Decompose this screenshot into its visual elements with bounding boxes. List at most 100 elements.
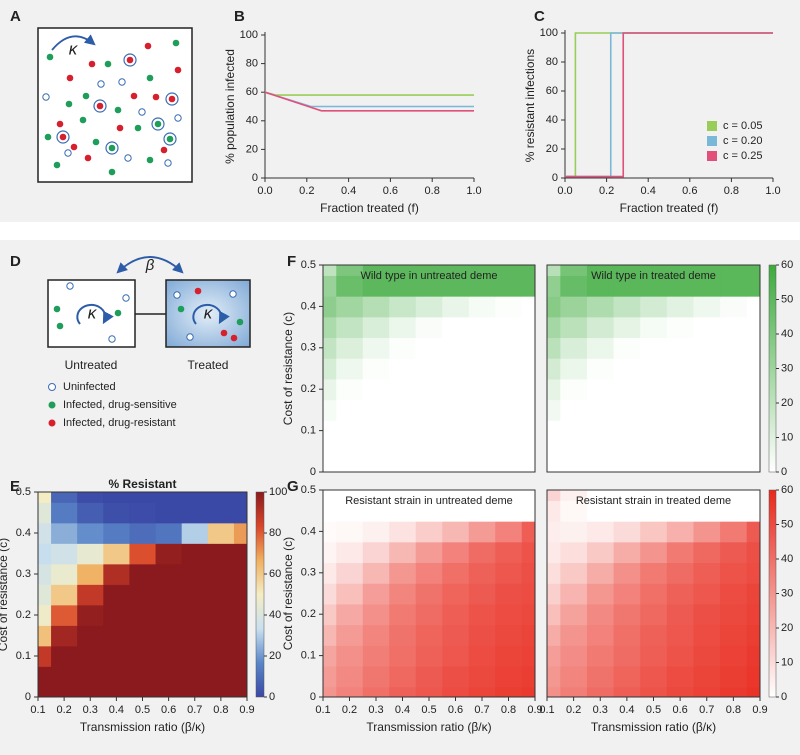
heatmap-cell	[495, 583, 523, 605]
heatmap-cell	[521, 296, 535, 318]
heatmap-cell	[38, 686, 52, 697]
heatmap-cell	[693, 521, 721, 543]
y-tick-label: 0.3	[16, 568, 31, 580]
heatmap-cell	[207, 604, 235, 626]
heatmap-cell	[521, 440, 535, 463]
heatmap-cell	[720, 665, 748, 688]
heatmap-cell	[415, 583, 443, 605]
heatmap-cell	[362, 420, 390, 442]
heatmap-cell	[103, 686, 131, 697]
heatmap-cell	[323, 420, 337, 442]
heatmap-cell	[181, 502, 209, 524]
y-tick-label: 0.5	[301, 259, 316, 271]
heatmap-cell	[442, 265, 470, 276]
heatmap-cell	[389, 521, 417, 543]
heatmap-cells	[38, 492, 247, 697]
heatmap-cell	[693, 645, 721, 667]
heatmap-cell	[468, 665, 496, 688]
heatmap-title: Resistant strain in treated deme	[576, 495, 731, 507]
heatmap-cell	[666, 316, 695, 339]
kappa-label: κ	[69, 39, 79, 58]
heatmap-cell	[415, 686, 443, 697]
heatmap-cell	[77, 645, 104, 667]
infected	[236, 318, 244, 326]
heatmap-cells	[547, 265, 760, 472]
heatmap-cell	[547, 337, 561, 359]
heatmap-cell	[640, 461, 668, 472]
heatmap-cell	[746, 603, 760, 626]
y-axis-label: % resistant infections	[523, 49, 537, 162]
y-tick-label: 100	[540, 27, 558, 39]
legend-label: Infected, drug-sensitive	[63, 399, 177, 411]
heatmap-cell	[362, 275, 390, 297]
heatmap-cell	[323, 461, 337, 472]
infection-ring	[56, 130, 70, 144]
heatmap-cell	[586, 275, 615, 297]
legend-label: c = 0.05	[723, 120, 762, 132]
heatmap-cell	[613, 440, 641, 463]
heatmap-cell	[746, 562, 760, 584]
heatmap-cell	[720, 296, 748, 318]
heatmap-cell	[613, 521, 641, 543]
heatmap-cell	[468, 316, 496, 339]
heatmap-cell	[389, 624, 417, 646]
heatmap-cell	[560, 420, 588, 442]
heatmap-cell	[129, 522, 157, 544]
y-tick-label: 0.1	[301, 650, 316, 662]
uninfected	[122, 294, 130, 302]
heatmap-cell	[666, 275, 695, 297]
x-tick-label: 0.4	[619, 704, 634, 716]
infected	[146, 74, 154, 82]
x-tick-label: 0.1	[315, 704, 330, 716]
kappa-arrow	[51, 34, 96, 51]
cycle-arrow	[76, 303, 114, 325]
heatmap-cell	[666, 665, 695, 688]
heatmap-cell	[666, 461, 695, 472]
heatmap-cell	[666, 624, 695, 646]
heatmap-cell	[613, 378, 641, 401]
heatmap-cell	[38, 563, 52, 585]
panel-label: G	[287, 478, 299, 495]
heatmap-cell	[720, 500, 748, 522]
heatmap-cell	[613, 265, 641, 276]
heatmap-cell	[103, 543, 131, 565]
heatmap-cell	[468, 686, 496, 697]
heatmap-cell	[389, 500, 417, 522]
heatmap-cell	[103, 604, 131, 626]
infection-ring	[105, 141, 119, 155]
x-tick-label: 0.2	[566, 704, 581, 716]
heatmap-cell	[38, 502, 52, 524]
deme-label: Untreated	[65, 358, 118, 372]
uninfected	[186, 333, 194, 341]
heatmap-cell	[560, 490, 588, 501]
uninfected	[64, 149, 72, 157]
infected	[130, 92, 138, 100]
y-tick-label: 40	[246, 115, 258, 127]
heatmap-cell	[640, 686, 668, 697]
heatmap-cell	[666, 562, 695, 584]
uninfected	[138, 108, 146, 116]
heatmap-cell	[415, 645, 443, 667]
heatmap-cell	[693, 461, 721, 472]
heatmap-cell	[415, 399, 443, 421]
y-tick-label: 0.2	[301, 383, 316, 395]
colorbar-tick-label: 10	[781, 656, 793, 668]
deme-box	[37, 27, 193, 183]
heatmap-cell	[207, 522, 235, 544]
heatmap-cell	[77, 522, 104, 544]
infected	[177, 305, 185, 313]
infected	[114, 106, 122, 114]
infected	[160, 146, 168, 154]
heatmap-cell	[720, 378, 748, 401]
heatmap-cell	[362, 337, 390, 359]
heatmap-cell	[415, 665, 443, 688]
infected	[88, 60, 96, 68]
heatmap-cell	[547, 316, 561, 339]
heatmap-cell	[129, 625, 157, 647]
heatmap-cell	[560, 665, 588, 688]
heatmap-cell	[468, 521, 496, 543]
beta-label: β	[145, 257, 155, 274]
heatmap-cell	[442, 624, 470, 646]
x-tick-label: 0.3	[83, 704, 98, 716]
